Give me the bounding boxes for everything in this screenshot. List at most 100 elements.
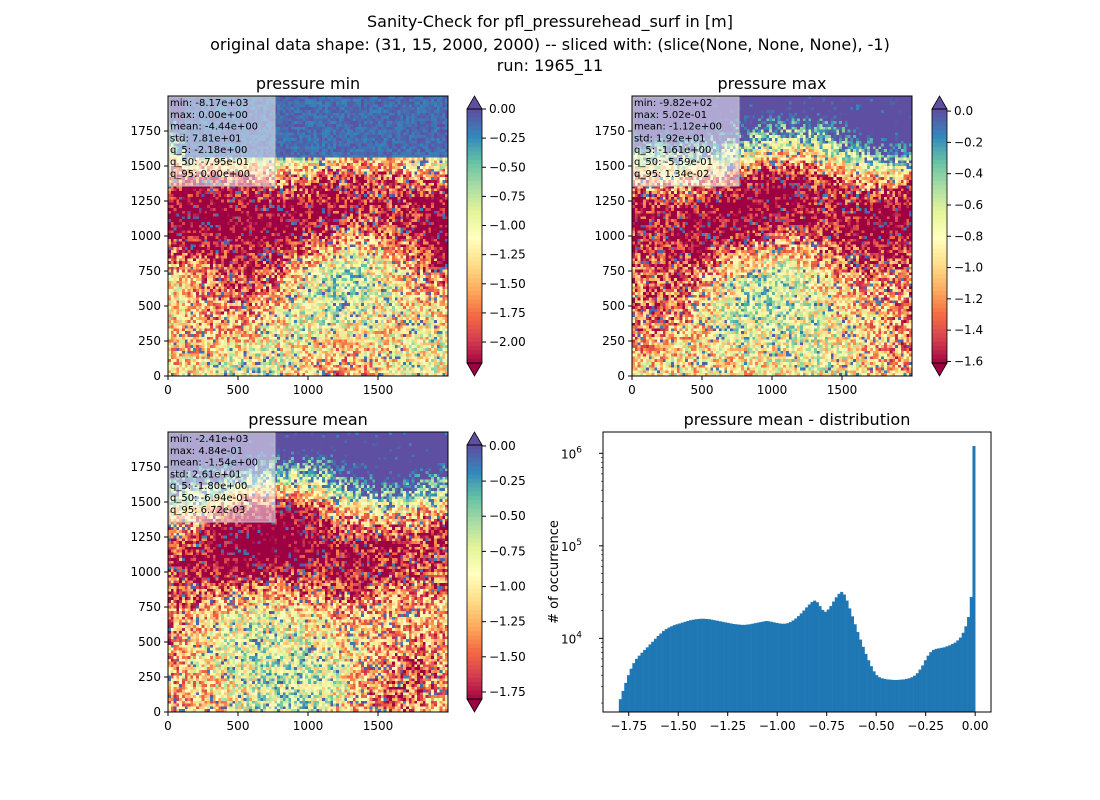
histogram-ytick-label: 104 [561, 630, 582, 646]
colorbar-segment [932, 248, 947, 254]
colorbar-segment [467, 665, 482, 670]
colorbar-segment [467, 461, 482, 467]
colorbar-segment [467, 164, 482, 169]
histogram-bar [788, 622, 792, 712]
colorbar-segment [932, 142, 947, 148]
colorbar-segment [932, 197, 947, 203]
map-title: pressure max [717, 74, 826, 93]
histogram-ytick-exponent: 5 [576, 538, 582, 548]
histogram-ytick-label: 105 [561, 538, 582, 554]
colorbar-segment [467, 627, 482, 632]
colorbar-segment [932, 151, 947, 157]
colorbar-segment [932, 130, 947, 135]
histogram-ylabel: # of occurrence [547, 520, 562, 624]
histogram-bar [775, 622, 779, 712]
colorbar-segment [467, 257, 482, 262]
histogram-bar [891, 679, 895, 712]
stats-line: min: -9.82e+02 [634, 98, 713, 109]
colorbar-segment [467, 299, 482, 305]
colorbar-segment [467, 457, 482, 463]
colorbar-segment [467, 546, 482, 552]
colorbar-segment [467, 223, 482, 229]
colorbar-segment [932, 350, 947, 356]
colorbar-tick-label: −1.2 [954, 292, 983, 306]
histogram-bar [667, 627, 671, 712]
histogram-bar [845, 600, 849, 712]
colorbar-segment [932, 312, 947, 318]
histogram-bar [759, 622, 763, 712]
colorbar-extend-bottom [931, 362, 948, 377]
colorbar-segment [467, 584, 482, 590]
histogram-bar [686, 621, 690, 712]
map-ytick-label: 500 [602, 299, 625, 313]
colorbar-segment [467, 550, 482, 556]
colorbar-segment [467, 470, 482, 476]
colorbar-segment [467, 278, 482, 284]
histogram-bar [710, 619, 714, 712]
colorbar-tick-label: −1.00 [489, 580, 526, 594]
histogram-bar [761, 621, 765, 712]
colorbar-segment [467, 202, 482, 207]
histogram-bar [724, 622, 728, 712]
colorbar-segment [467, 483, 482, 488]
histogram-bar [945, 646, 949, 712]
map-xtick-label: 500 [227, 719, 250, 733]
colorbar-segment [467, 563, 482, 569]
map-ytick-label: 1500 [130, 159, 161, 173]
colorbar-segment [467, 159, 482, 165]
map-title: pressure min [256, 74, 360, 93]
histogram-xtick-label: −0.25 [907, 719, 944, 733]
colorbar-segment [467, 576, 482, 582]
map-ytick-label: 250 [138, 334, 161, 348]
colorbar-segment [467, 588, 482, 594]
histogram-bar [915, 673, 919, 712]
map-ytick-label: 750 [138, 264, 161, 278]
colorbar-tick-label: −1.6 [954, 354, 983, 368]
histogram-bar [853, 624, 857, 712]
map-ytick-label: 1000 [594, 229, 625, 243]
histogram-bar [791, 620, 795, 712]
map-ytick-label: 1750 [594, 124, 625, 138]
histogram-bar [699, 618, 703, 712]
histogram-xtick-label: −0.50 [858, 719, 895, 733]
colorbar-segment [467, 193, 482, 199]
colorbar-segment [467, 324, 482, 330]
colorbar-tick-label: −1.50 [489, 277, 526, 291]
stats-line: std: 7.81e+01 [170, 133, 242, 144]
colorbar-extend-bottom [466, 362, 483, 377]
stats-line: std: 1.92e+01 [634, 133, 706, 144]
colorbar-segment [467, 682, 482, 687]
colorbar-segment [467, 295, 482, 301]
colorbar-tick-label: −1.4 [954, 323, 983, 337]
histogram-bar [702, 618, 706, 712]
colorbar-segment [932, 206, 947, 212]
histogram-xtick-label: 0.00 [962, 719, 989, 733]
stats-line: min: -8.17e+03 [170, 98, 249, 109]
colorbar-tick-label: −0.75 [489, 189, 526, 203]
histogram-bar [832, 601, 836, 712]
map-ytick-label: 0 [153, 705, 161, 719]
map-panel-3: pressure mean 0 500 1000 1500 0 250 500 750 1000 1… [130, 410, 525, 733]
colorbar-segment [467, 660, 482, 666]
histogram-bar [780, 623, 784, 712]
histogram-bar [888, 679, 892, 712]
stats-box-background [168, 432, 276, 523]
colorbar-tick-label: −1.50 [489, 650, 526, 664]
histogram-bar [778, 623, 782, 712]
colorbar-segment [467, 117, 482, 123]
colorbar-segment [932, 189, 947, 195]
colorbar-segment [932, 223, 947, 229]
histogram-bar [961, 632, 965, 712]
histogram-bar [883, 678, 887, 712]
map-xtick-label: 1500 [827, 383, 858, 397]
colorbar-segment [467, 529, 482, 535]
colorbar-segment [467, 125, 482, 131]
colorbar-tick-label: −0.25 [489, 131, 526, 145]
histogram-bar [662, 631, 666, 712]
histogram-bar [942, 647, 946, 712]
histogram-bar [875, 675, 879, 712]
colorbar-segment [932, 358, 947, 364]
map-panel-2: pressure max 0 500 1000 1500 0 250 500 750 1000 12… [594, 74, 983, 397]
colorbar-segment [467, 151, 482, 157]
stats-line: min: -2.41e+03 [170, 434, 249, 445]
